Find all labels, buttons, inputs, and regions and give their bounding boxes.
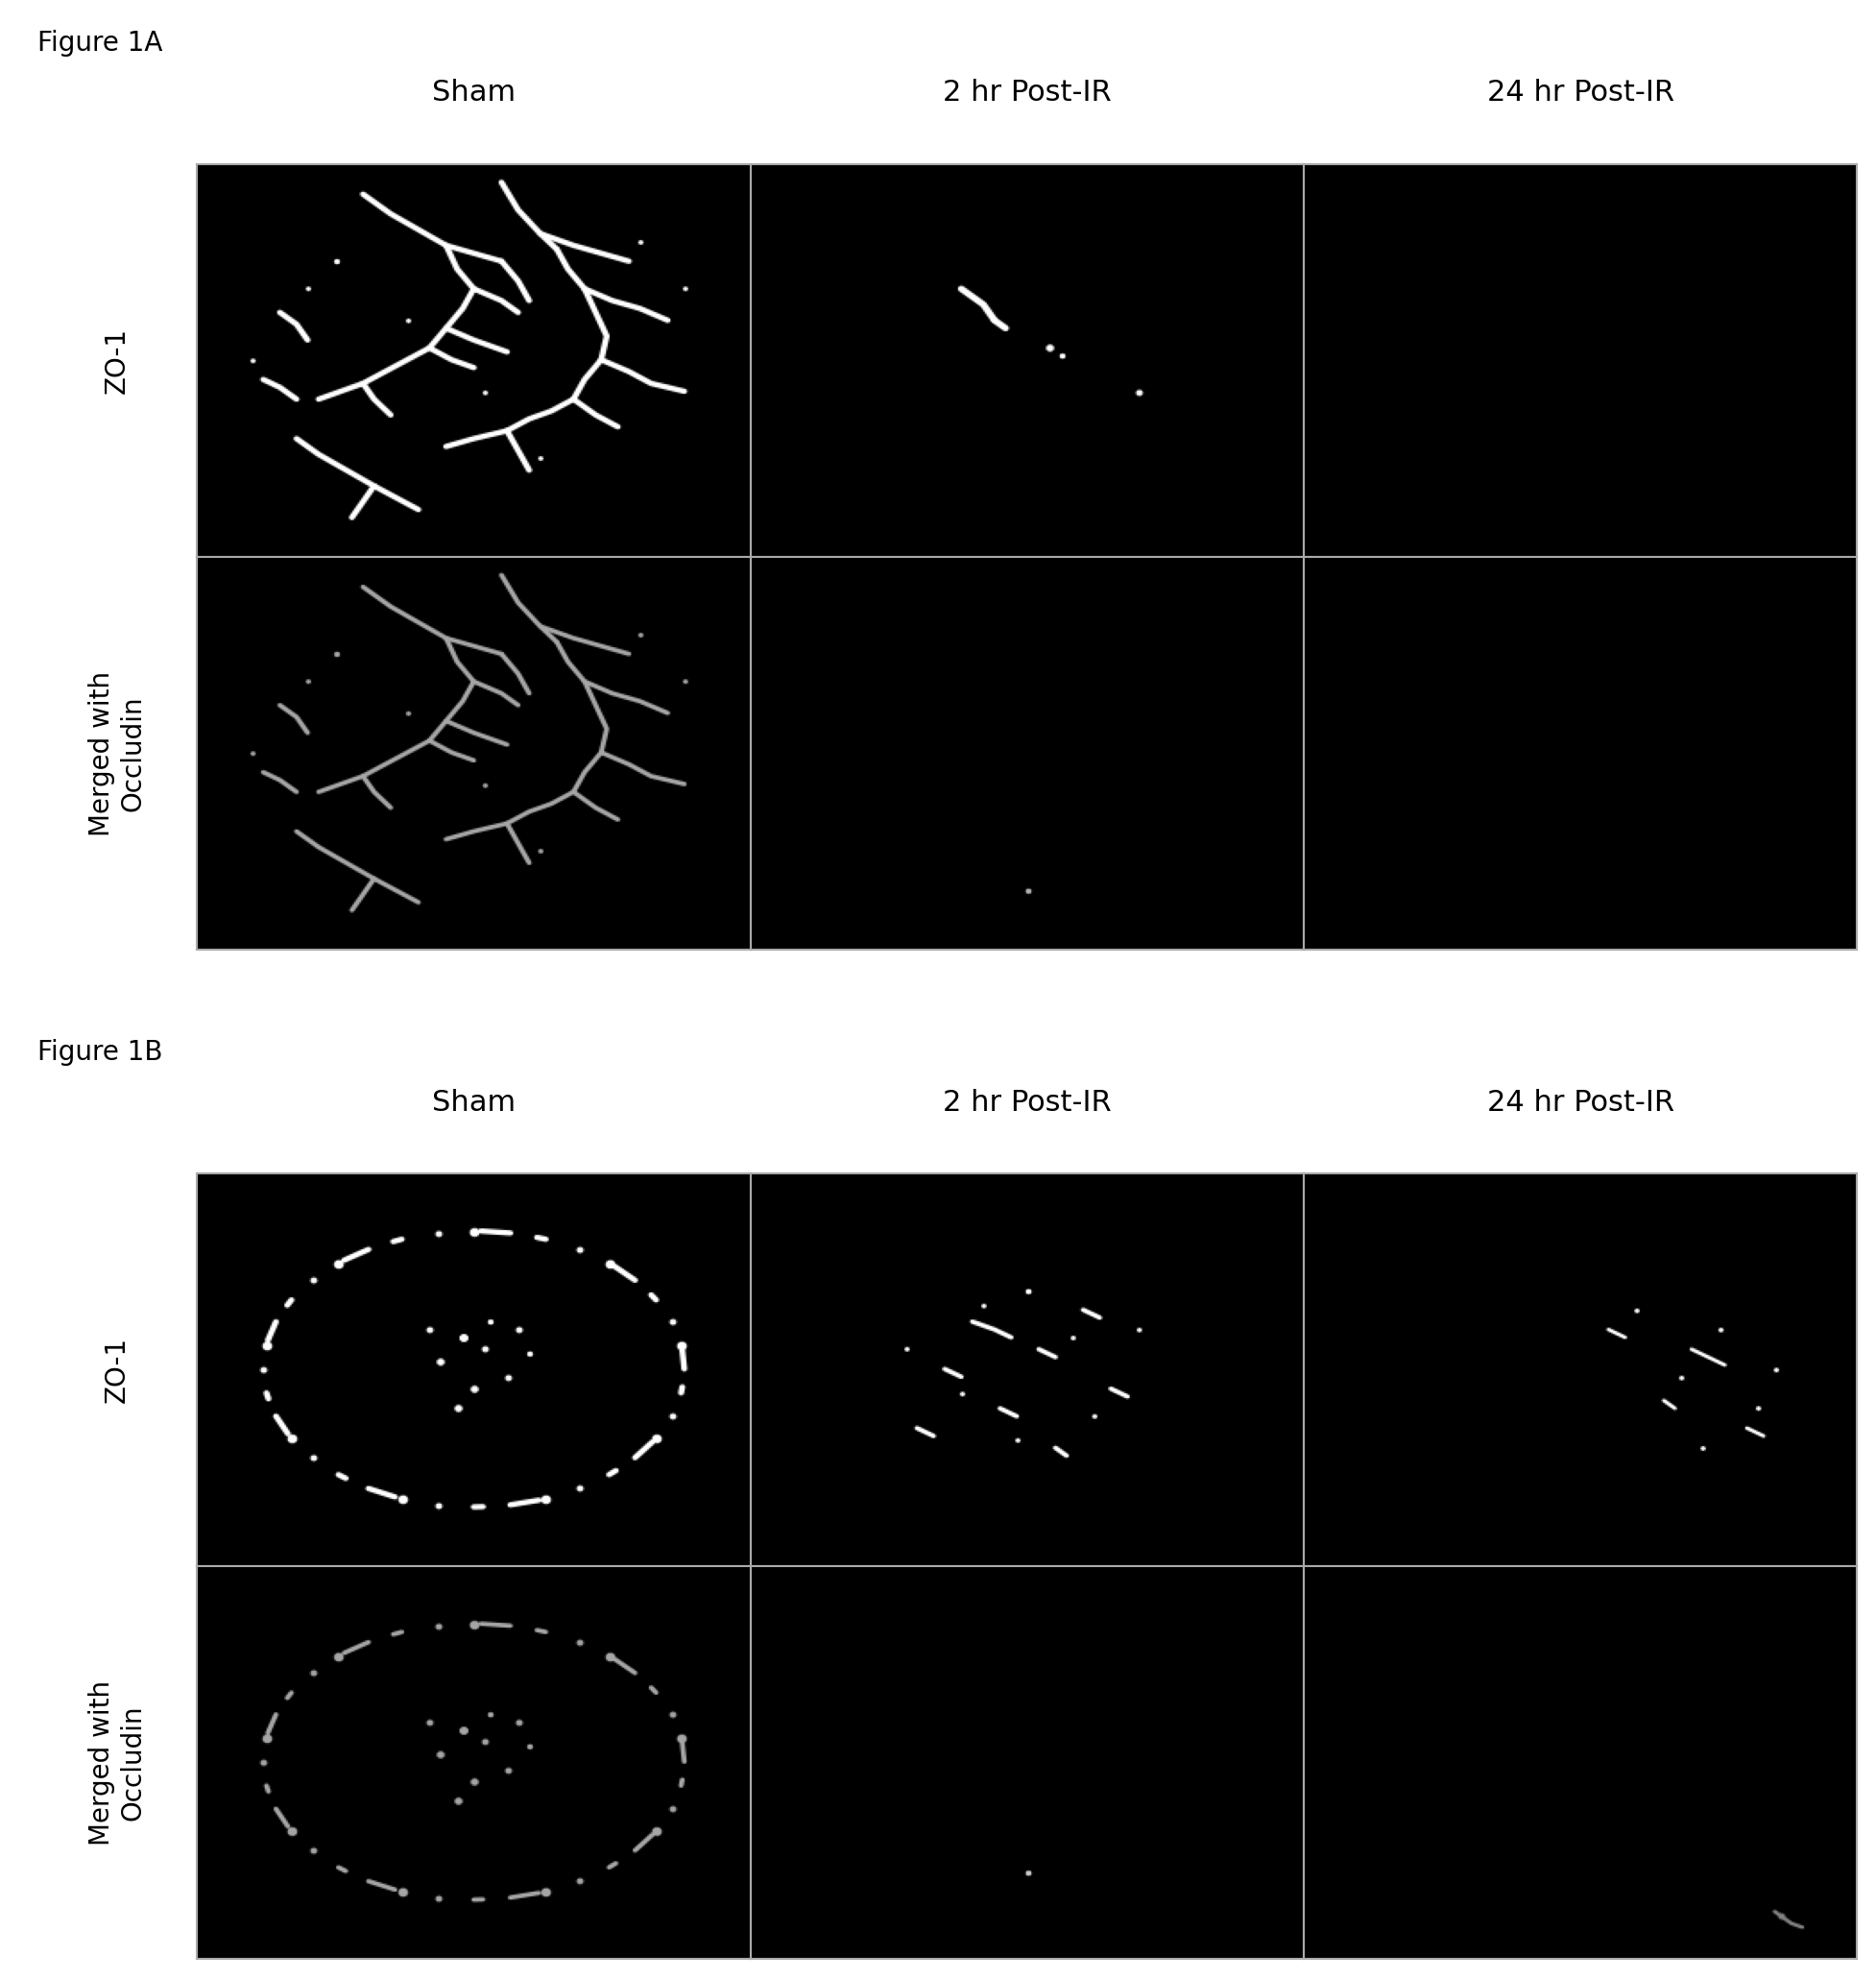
Text: Merged with
Occludin: Merged with Occludin	[88, 671, 146, 837]
Text: ZO-1: ZO-1	[103, 327, 131, 394]
Text: Figure 1A: Figure 1A	[38, 30, 163, 57]
Text: 24 hr Post-IR: 24 hr Post-IR	[1488, 1088, 1673, 1116]
Text: 2 hr Post-IR: 2 hr Post-IR	[944, 79, 1111, 107]
Text: 24 hr Post-IR: 24 hr Post-IR	[1488, 79, 1673, 107]
Text: Sham: Sham	[431, 1088, 516, 1116]
Text: ZO-1: ZO-1	[103, 1336, 131, 1403]
Text: 2 hr Post-IR: 2 hr Post-IR	[944, 1088, 1111, 1116]
Text: Merged with
Occludin: Merged with Occludin	[88, 1680, 146, 1846]
Text: Figure 1B: Figure 1B	[38, 1039, 163, 1067]
Text: Sham: Sham	[431, 79, 516, 107]
